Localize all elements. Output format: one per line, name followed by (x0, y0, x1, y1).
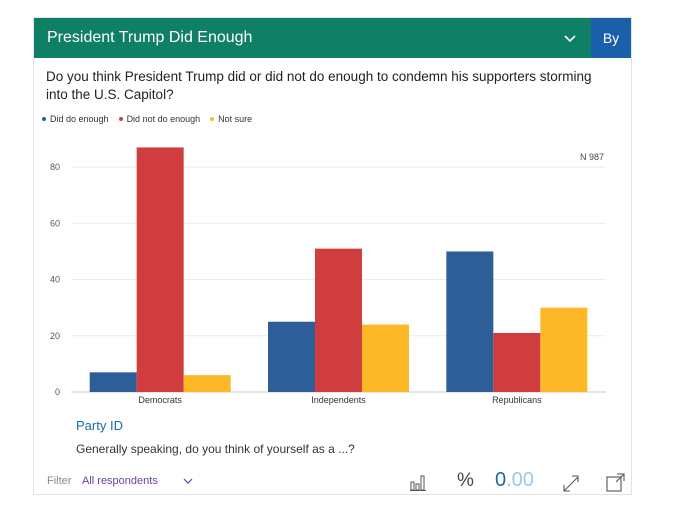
y-tick-label: 80 (50, 162, 60, 172)
legend-label: Did do enough (50, 114, 109, 124)
legend-label: Did not do enough (126, 114, 201, 124)
legend-item[interactable]: Did not do enough (118, 114, 201, 124)
bar[interactable] (446, 251, 494, 392)
bar[interactable] (268, 321, 315, 392)
x-tick-label: Independents (311, 395, 366, 405)
legend-item[interactable]: Did do enough (42, 114, 109, 124)
y-tick-label: 0 (55, 387, 60, 397)
bar[interactable] (362, 324, 409, 392)
x-tick-label: Republicans (492, 395, 542, 405)
sample-size-label: N 987 (580, 152, 604, 162)
swap-axes-icon[interactable] (561, 473, 583, 493)
party-question: Generally speaking, do you think of your… (76, 442, 355, 456)
card-title: President Trump Did Enough (47, 29, 253, 46)
bar-chart-icon[interactable] (409, 473, 431, 491)
bar[interactable] (136, 147, 184, 392)
legend-swatch (42, 117, 46, 121)
bar[interactable] (540, 307, 588, 392)
y-tick-label: 60 (50, 218, 60, 228)
bar[interactable] (315, 248, 362, 392)
legend-label: Not sure (218, 114, 253, 124)
legend-swatch (118, 117, 123, 121)
bar[interactable] (89, 372, 137, 392)
y-tick-label: 40 (50, 275, 60, 285)
chevron-down-icon[interactable] (183, 476, 193, 486)
decimal-fraction: .00 (506, 469, 534, 491)
decimal-places-button[interactable]: 0.00 (495, 469, 534, 492)
party-id-link[interactable]: Party ID (76, 418, 123, 433)
chevron-down-icon[interactable] (562, 30, 578, 46)
expand-icon[interactable] (605, 473, 627, 493)
by-tab-button[interactable]: By (591, 18, 631, 58)
y-tick-label: 20 (50, 331, 60, 341)
question-text: Do you think President Trump did or did … (46, 69, 592, 102)
chart-legend: Did do enough Did not do enough Not sure (42, 114, 252, 124)
filter-dropdown[interactable]: All respondents (82, 475, 158, 487)
legend-swatch (210, 117, 215, 121)
filter-label: Filter (47, 475, 72, 487)
card-header: President Trump Did Enough By (34, 18, 631, 58)
bar[interactable] (493, 332, 541, 392)
card-footer: Filter All respondents % 0.00 (47, 469, 627, 493)
bar[interactable] (183, 375, 231, 392)
poll-card: President Trump Did Enough By Do you thi… (33, 17, 632, 495)
decimal-whole: 0 (495, 469, 507, 491)
bar-chart: 0 20 40 60 80 N 987 Democrats Independents Repub… (50, 147, 606, 405)
legend-item[interactable]: Not sure (210, 114, 252, 124)
percent-toggle-button[interactable]: % (457, 470, 474, 491)
x-tick-label: Democrats (138, 395, 182, 405)
